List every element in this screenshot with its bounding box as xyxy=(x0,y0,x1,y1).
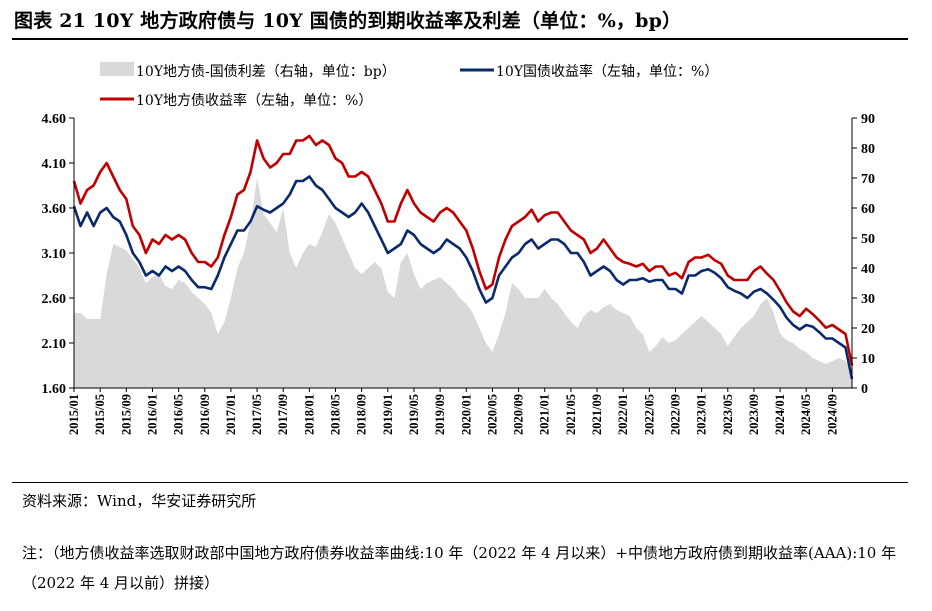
right-tick-label: 30 xyxy=(861,292,875,307)
x-tick-label: 2016/01 xyxy=(145,394,159,435)
x-tick-label: 2020/09 xyxy=(512,394,526,435)
x-tick-label: 2019/09 xyxy=(433,394,447,435)
x-tick-label: 2024/05 xyxy=(799,394,813,435)
right-tick-label: 60 xyxy=(861,202,875,217)
legend-spread-swatch xyxy=(100,62,134,76)
plot-area xyxy=(72,134,854,388)
x-tick-label: 2018/09 xyxy=(355,394,369,435)
x-tick-label: 2023/01 xyxy=(695,394,709,435)
left-tick-label: 4.10 xyxy=(42,157,67,172)
x-tick-label: 2015/01 xyxy=(67,394,81,435)
x-tick-label: 2016/09 xyxy=(198,394,212,435)
right-tick-label: 40 xyxy=(861,262,875,277)
x-tick-label: 2016/05 xyxy=(172,394,186,435)
right-tick-label: 0 xyxy=(861,382,868,397)
x-tick-label: 2024/09 xyxy=(825,394,839,435)
x-tick-label: 2021/01 xyxy=(538,394,552,435)
footer-rule xyxy=(12,482,908,483)
title-rule xyxy=(12,38,908,40)
source-text: 资料来源：Wind，华安证券研究所 xyxy=(22,492,257,510)
x-tick-label: 2017/01 xyxy=(224,394,238,435)
x-tick-label: 2017/05 xyxy=(250,394,264,435)
x-tick-label: 2023/05 xyxy=(721,394,735,435)
left-tick-label: 3.60 xyxy=(42,202,67,217)
right-tick-label: 90 xyxy=(861,112,875,127)
x-tick-label: 2022/01 xyxy=(616,394,630,435)
left-tick-label: 4.60 xyxy=(42,112,67,127)
x-tick-label: 2019/01 xyxy=(381,394,395,435)
legend-spread-label: 10Y地方债-国债利差（右轴，单位：bp） xyxy=(136,64,396,80)
axes: 4.60 4.10 3.60 3.10 2.60 2.10 1.60 90 80 70 60 50 40… xyxy=(42,112,876,435)
x-tick-label: 2023/09 xyxy=(747,394,761,435)
x-tick-label: 2021/09 xyxy=(590,394,604,435)
right-tick-label: 80 xyxy=(861,142,875,157)
chart: 10Y地方债-国债利差（右轴，单位：bp） 10Y国债收益率（左轴，单位：%） … xyxy=(42,62,876,435)
x-tick-label: 2021/05 xyxy=(564,394,578,435)
x-tick-label: 2018/01 xyxy=(302,394,316,435)
right-tick-label: 20 xyxy=(861,322,875,337)
left-tick-label: 1.60 xyxy=(42,382,67,397)
spread-area xyxy=(74,178,852,388)
right-tick-label: 50 xyxy=(861,232,875,247)
gov-yield-line xyxy=(72,175,854,380)
local-yield-line xyxy=(72,134,854,366)
x-tick-label: 2022/05 xyxy=(642,394,656,435)
legend: 10Y地方债-国债利差（右轴，单位：bp） 10Y国债收益率（左轴，单位：%） … xyxy=(100,62,718,109)
right-tick-label: 70 xyxy=(861,172,875,187)
legend-local-label: 10Y地方债收益率（左轴，单位：%） xyxy=(136,92,372,109)
x-tick-label: 2020/05 xyxy=(485,394,499,435)
x-tick-label: 2019/05 xyxy=(407,394,421,435)
left-tick-label: 2.10 xyxy=(42,337,67,352)
x-tick-label: 2020/01 xyxy=(459,394,473,435)
figure-title: 图表 21 10Y 地方政府债与 10Y 国债的到期收益率及利差（单位：%，bp… xyxy=(14,10,682,32)
legend-gov-label: 10Y国债收益率（左轴，单位：%） xyxy=(496,63,718,80)
x-tick-label: 2022/09 xyxy=(668,394,682,435)
left-tick-label: 2.60 xyxy=(42,292,67,307)
x-tick-label: 2015/09 xyxy=(119,394,133,435)
x-tick-label: 2015/05 xyxy=(93,394,107,435)
note-text: 注：（地方债收益率选取财政部中国地方政府债券收益率曲线:10 年（2022 年 … xyxy=(22,544,897,592)
left-tick-label: 3.10 xyxy=(42,247,67,262)
x-tick-label: 2024/01 xyxy=(773,394,787,435)
right-tick-label: 10 xyxy=(861,352,875,367)
x-tick-label: 2018/05 xyxy=(329,394,343,435)
x-tick-label: 2017/09 xyxy=(276,394,290,435)
